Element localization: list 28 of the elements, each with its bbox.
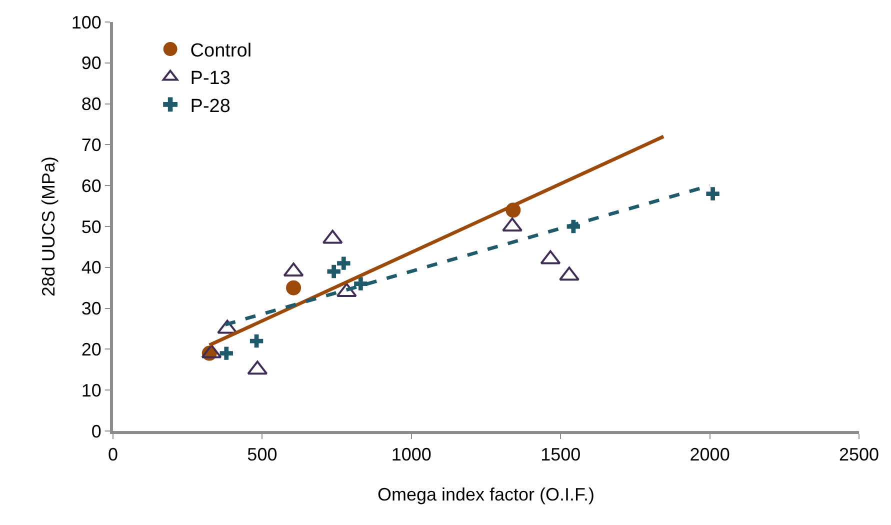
- point: [327, 264, 340, 278]
- y-tick-label: 30: [81, 298, 102, 319]
- x-tick-label: 1000: [391, 444, 432, 465]
- x-tick-label: 1500: [540, 444, 581, 465]
- legend-label: P-13: [190, 68, 230, 90]
- y-tick-label: 0: [91, 421, 102, 442]
- legend-label: P-28: [190, 96, 230, 117]
- y-tick-label: 100: [71, 12, 102, 32]
- legend-label: Control: [190, 40, 252, 62]
- y-tick-label: 10: [81, 380, 102, 400]
- x-tick-label: 500: [247, 444, 278, 465]
- x-tick-label: 0: [108, 444, 118, 465]
- point: [559, 266, 580, 281]
- y-tick-label: 90: [81, 53, 102, 74]
- point: [354, 277, 368, 290]
- x-tick-label: 2500: [838, 444, 880, 465]
- y-tick-label: 80: [81, 94, 102, 114]
- y-axis-title: 28d UUCS (MPa): [38, 156, 59, 297]
- x-tick-label: 2000: [690, 444, 730, 465]
- x-axis-title: Omega index factor (O.I.F.): [377, 484, 595, 505]
- y-tick-label: 70: [81, 135, 102, 155]
- y-tick-label: 20: [81, 340, 102, 360]
- point: [337, 256, 350, 270]
- y-tick-label: 50: [81, 216, 102, 237]
- point: [706, 187, 720, 200]
- y-tick-label: 60: [81, 176, 102, 196]
- y-tick-label: 40: [81, 258, 102, 278]
- point: [286, 280, 302, 296]
